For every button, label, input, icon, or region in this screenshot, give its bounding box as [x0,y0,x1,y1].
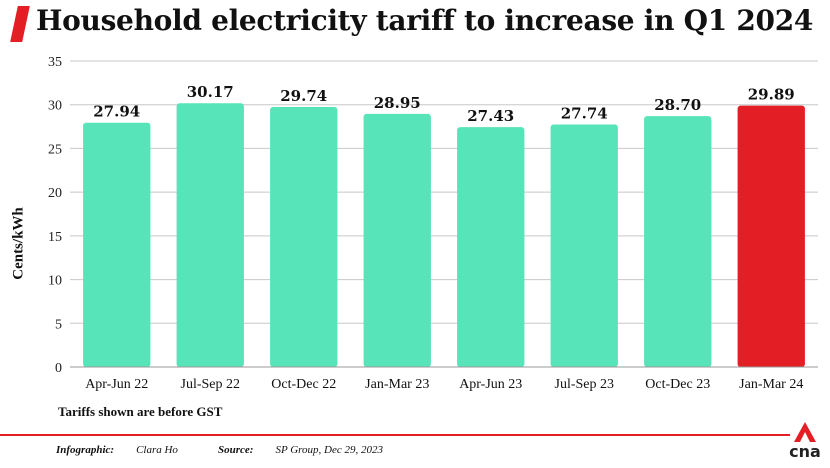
data-label: 27.43 [467,107,514,125]
data-label: 27.74 [561,104,608,122]
footer-divider [0,434,790,436]
infographic-label: Infographic: [56,444,115,456]
y-tick-label: 20 [48,186,62,201]
data-label: 28.95 [374,94,421,112]
x-tick-label: Oct-Dec 22 [271,377,336,392]
x-tick-label: Jul-Sep 23 [555,377,615,392]
x-tick-label: Oct-Dec 23 [645,377,710,392]
x-tick-label: Apr-Jun 22 [85,377,148,392]
bar [176,103,244,367]
bar [363,113,431,367]
chart-title: Household electricity tariff to increase… [36,4,814,37]
logo-text: cna [789,442,821,461]
tariff-note: Tariffs shown are before GST [58,404,223,419]
y-tick-label: 5 [55,317,62,332]
source-value: SP Group, Dec 29, 2023 [275,444,383,456]
bar [550,124,618,367]
data-label: 29.89 [748,86,795,104]
x-tick-label: Jan-Mar 23 [365,377,429,392]
cna-logo-icon: cna [786,420,824,464]
y-tick-label: 25 [48,142,62,157]
infographic-author: Clara Ho [136,444,178,456]
bar [270,106,338,367]
bar [737,105,805,368]
x-tick-label: Jan-Mar 24 [739,377,803,392]
data-label: 30.17 [187,83,234,101]
x-tick-label: Jul-Sep 22 [181,377,241,392]
bar [457,127,525,367]
data-label: 27.94 [93,103,140,121]
data-label: 29.74 [280,87,327,105]
bar [83,122,151,367]
y-tick-label: 15 [48,230,62,245]
y-tick-label: 30 [48,99,62,114]
y-tick-label: 35 [48,55,62,70]
y-tick-label: 10 [48,274,62,289]
y-tick-label: 0 [55,361,62,376]
footer-source: Source: SP Group, Dec 29, 2023 [218,444,383,456]
x-tick-label: Apr-Jun 23 [459,377,522,392]
bar [644,116,712,367]
source-label: Source: [218,444,254,456]
data-label: 28.70 [654,96,701,114]
footer-credit: Infographic: Clara Ho [56,444,178,456]
bar-chart: 0 5 10 15 20 25 30 35 27.94 Apr-Jun 22 30.17 Jul-Se… [48,55,818,392]
